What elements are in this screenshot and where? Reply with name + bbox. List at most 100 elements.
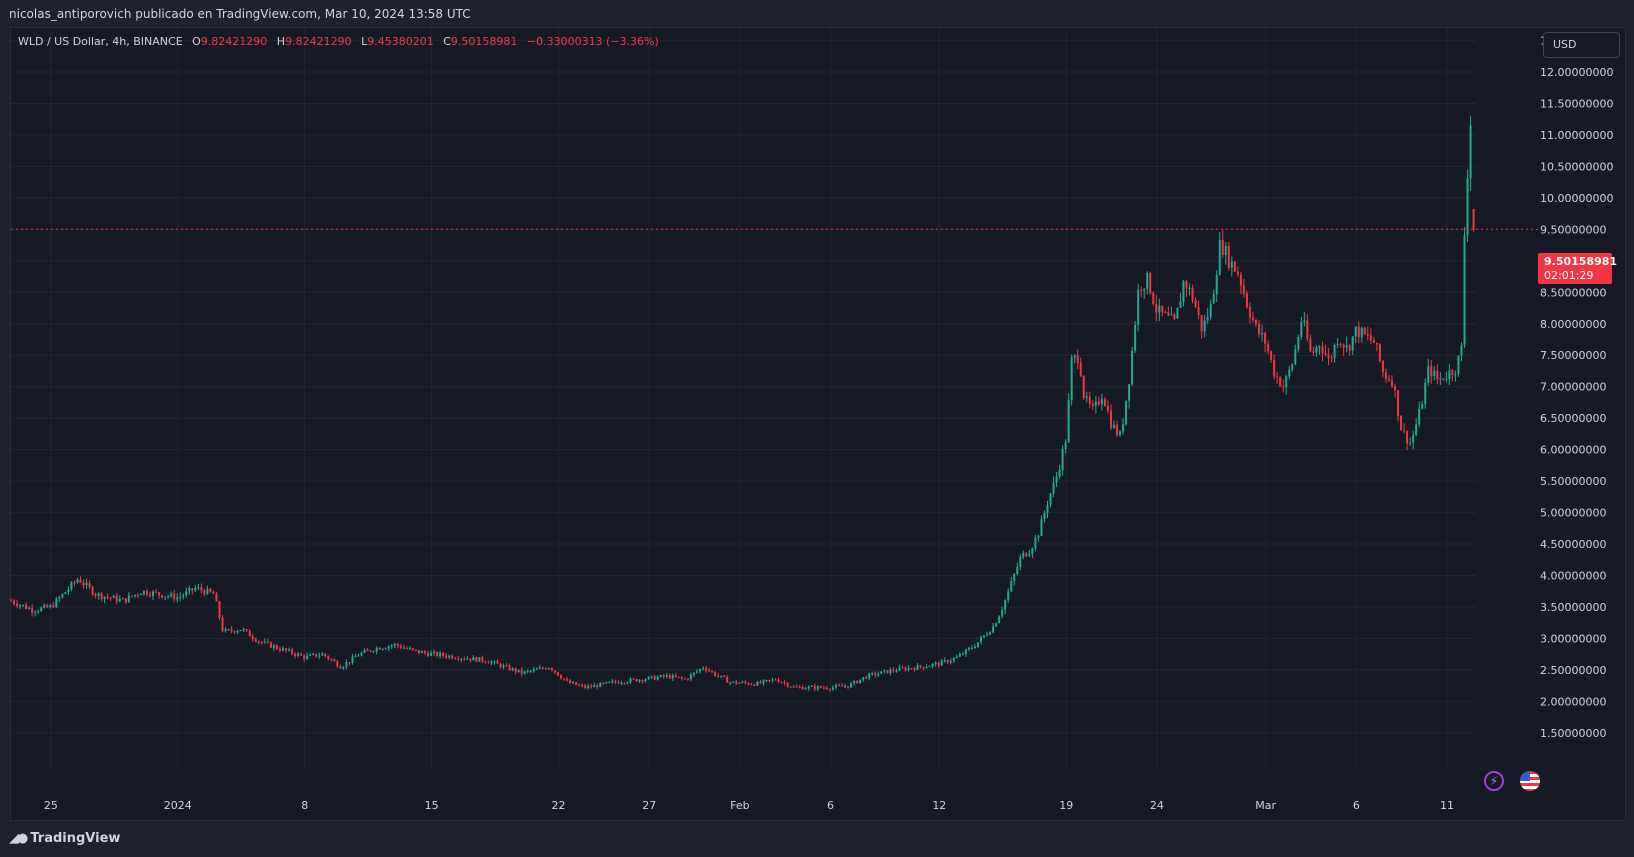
candle-body (1366, 333, 1369, 336)
candle-body (798, 686, 801, 688)
candle-body (1273, 359, 1276, 377)
candle-body (133, 594, 136, 597)
candle-body (351, 656, 354, 663)
candle-body (520, 669, 523, 674)
candle-body (862, 677, 865, 680)
candle-body (185, 591, 188, 596)
candle-body (714, 672, 717, 676)
candle-body (1176, 307, 1179, 319)
candle-body (339, 666, 342, 669)
candle-body (173, 593, 176, 600)
candle-body (1224, 246, 1227, 256)
candle-body (753, 684, 756, 686)
candle-body (1209, 303, 1212, 318)
candle-body (1336, 343, 1339, 346)
candle-body (336, 661, 339, 667)
candle-body (155, 591, 158, 593)
candle-body (1303, 320, 1306, 322)
candle-body (206, 588, 209, 595)
candle-body (1227, 246, 1230, 268)
candle-body (973, 647, 976, 649)
candle-body (275, 645, 278, 649)
candle-body (686, 678, 689, 680)
candle-body (1448, 370, 1451, 379)
candle-body (321, 653, 324, 656)
candle-body (1131, 350, 1134, 385)
us-flag-icon[interactable] (1520, 771, 1540, 791)
low-value: 9.45380201 (367, 35, 434, 48)
candle-body (67, 589, 70, 593)
candle-body (723, 675, 726, 677)
candle-body (284, 648, 287, 651)
candle-body (1369, 335, 1372, 341)
x-tick-label: 19 (1059, 799, 1073, 812)
candle-body (478, 657, 481, 662)
x-tick-label: 15 (425, 799, 439, 812)
candle-body (952, 657, 955, 661)
candle-body (593, 685, 596, 687)
candle-body (266, 641, 269, 643)
candle-body (1025, 552, 1028, 557)
candle-body (236, 631, 239, 633)
candle-body (1185, 281, 1188, 289)
candle-body (167, 596, 170, 598)
candle-body (514, 668, 517, 672)
candle-body (417, 650, 420, 654)
candle-body (822, 687, 825, 689)
candle-body (837, 685, 840, 687)
candle-body (1215, 274, 1218, 295)
candle-body (333, 659, 336, 662)
candle-body (1200, 315, 1203, 332)
candle-body (964, 649, 967, 655)
candle-body (801, 687, 804, 690)
candle-body (472, 657, 475, 661)
candle-body (1019, 556, 1022, 567)
candle-body (1372, 340, 1375, 343)
flash-icon[interactable]: ⚡ (1484, 771, 1504, 791)
y-tick-label: 5.00000000 (1540, 507, 1606, 520)
candle-body (1242, 285, 1245, 294)
candle-body (182, 595, 185, 597)
candle-body (744, 681, 747, 683)
candle-body (677, 676, 680, 678)
candle-body (363, 650, 366, 653)
currency-button[interactable]: USD (1543, 32, 1620, 58)
candle-body (490, 662, 493, 664)
candle-body (1400, 415, 1403, 431)
last-price-tag: 9.50158981 02:01:29 (1538, 253, 1617, 284)
candle-body (1004, 600, 1007, 611)
candle-body (100, 593, 103, 599)
candle-body (1351, 336, 1354, 351)
candle-body (1267, 343, 1270, 352)
candle-body (831, 687, 834, 690)
tradingview-logo-icon: ◢● (9, 831, 28, 846)
candle-body (532, 669, 535, 671)
candle-body (1248, 306, 1251, 318)
candle-body (1294, 349, 1297, 365)
candle-body (768, 679, 771, 681)
x-tick-label: 8 (301, 799, 308, 812)
candle-body (841, 685, 844, 687)
candle-body (342, 666, 345, 669)
candle-body (1466, 178, 1469, 236)
candle-body (288, 649, 291, 651)
candle-body (414, 649, 417, 651)
candle-body (1100, 399, 1103, 405)
candle-body (1357, 326, 1360, 338)
candle-body (1442, 378, 1445, 380)
tradingview-brand[interactable]: ◢● TradingView (9, 831, 120, 846)
candle-body (741, 681, 744, 683)
candle-body (638, 679, 641, 682)
candle-body (931, 663, 934, 667)
candle-body (925, 666, 928, 669)
candle-body (738, 682, 741, 684)
candle-body (946, 660, 949, 663)
candle-body (230, 629, 233, 632)
candle-body (164, 596, 167, 598)
candle-body (505, 665, 508, 667)
candle-body (1206, 317, 1209, 321)
candle-body (608, 681, 611, 683)
y-tick-label: 11.00000000 (1540, 129, 1613, 142)
candle-body (263, 641, 266, 643)
